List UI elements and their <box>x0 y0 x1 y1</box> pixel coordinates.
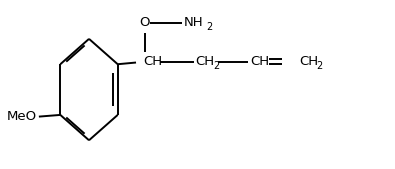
Text: O: O <box>140 16 150 29</box>
Text: MeO: MeO <box>7 110 37 123</box>
Text: 2: 2 <box>213 61 219 71</box>
Text: 2: 2 <box>206 22 212 32</box>
Text: CH: CH <box>143 55 162 68</box>
Text: CH: CH <box>299 55 318 68</box>
Text: CH: CH <box>250 55 269 68</box>
Text: NH: NH <box>184 16 203 29</box>
Text: 2: 2 <box>316 61 322 71</box>
Text: CH: CH <box>196 55 215 68</box>
